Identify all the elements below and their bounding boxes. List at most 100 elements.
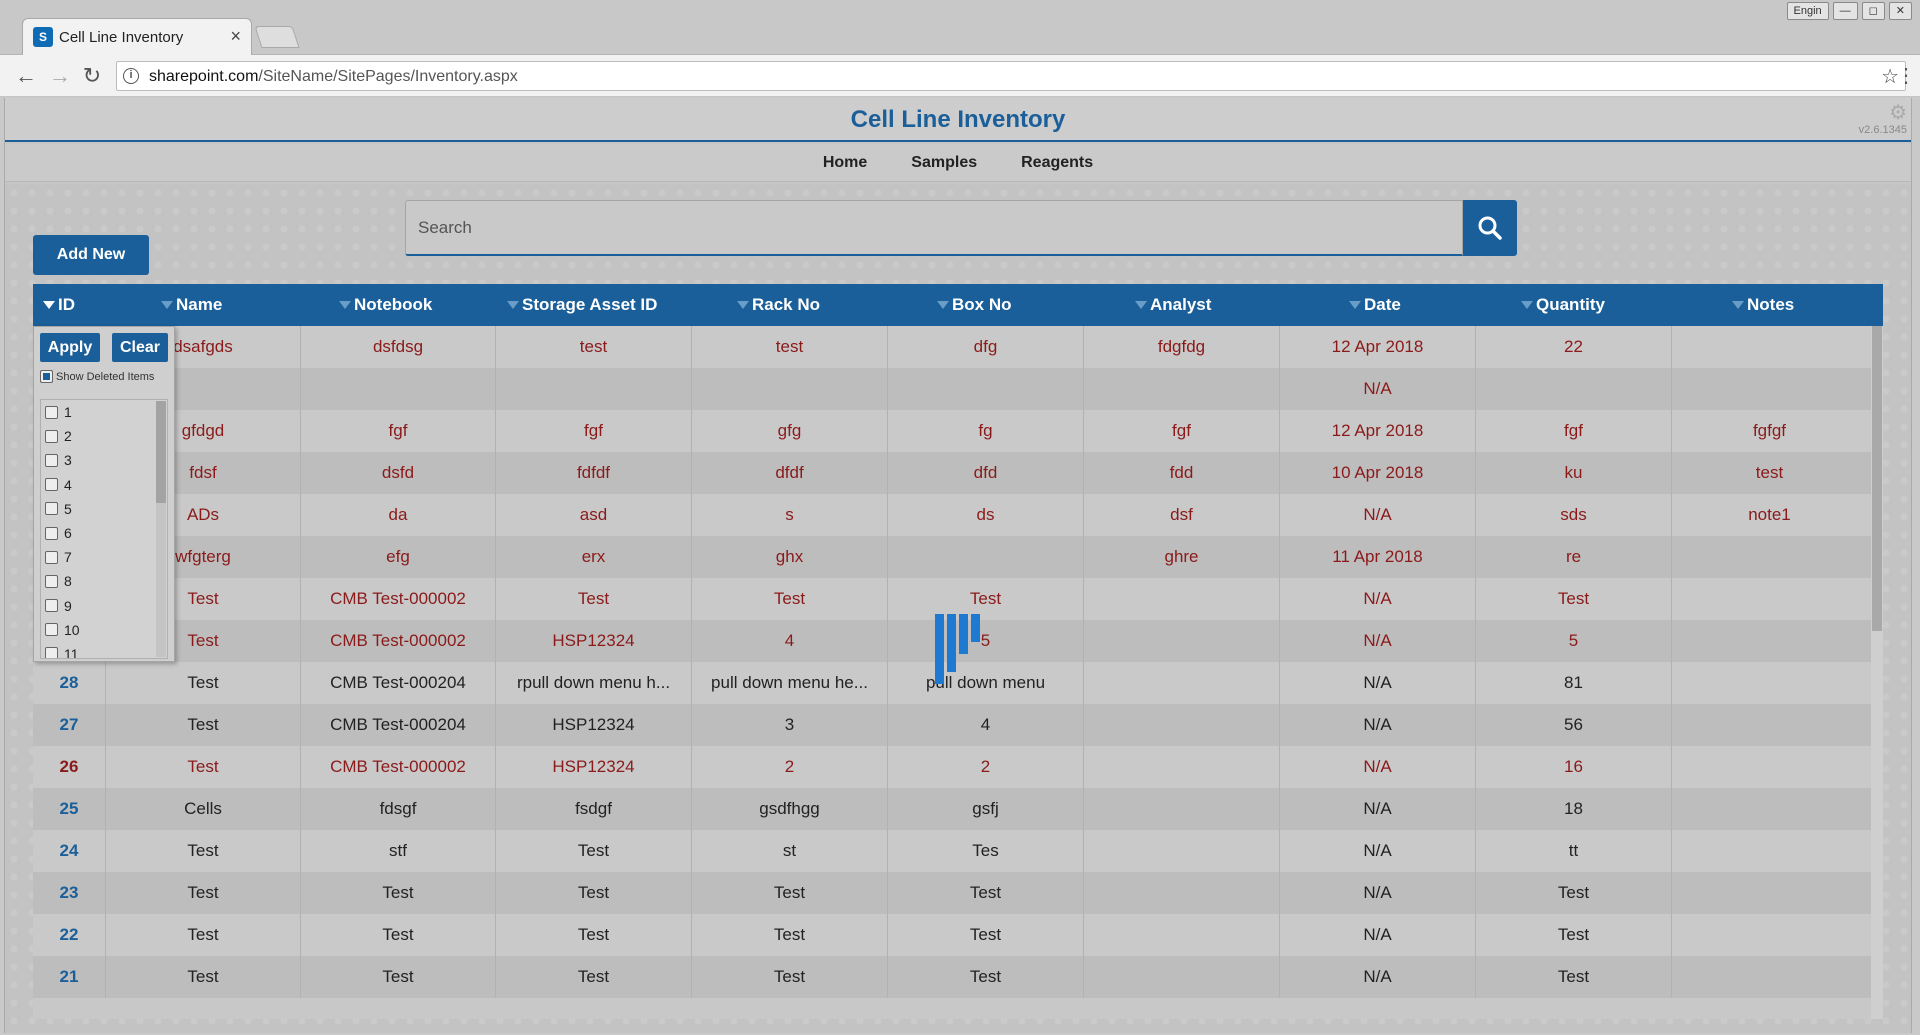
table-row[interactable]: dsafgds dsfdsg test test dfg fdgfdg 12 Apr 201… bbox=[33, 326, 1871, 368]
column-header-id[interactable]: ID bbox=[43, 284, 75, 326]
table-row[interactable]: 24 Test stf Test st Tes N/A tt bbox=[33, 830, 1871, 872]
id-filter-checkbox[interactable] bbox=[45, 429, 58, 443]
column-header-label: Storage Asset ID bbox=[522, 295, 658, 314]
table-row[interactable]: 26 Test CMB Test-000002 HSP12324 2 2 N/A 16 bbox=[33, 746, 1871, 788]
cell-id[interactable]: 24 bbox=[59, 841, 79, 860]
show-deleted-toggle[interactable]: Show Deleted Items bbox=[40, 370, 154, 383]
browser-menu-icon[interactable]: ⋮ bbox=[1896, 65, 1916, 87]
profile-button[interactable]: Engin bbox=[1786, 2, 1829, 20]
id-filter-option[interactable]: 1 bbox=[41, 400, 167, 424]
cell-id[interactable]: 22 bbox=[59, 925, 79, 944]
id-filter-checkbox[interactable] bbox=[45, 599, 58, 613]
forward-arrow-icon[interactable]: → bbox=[49, 63, 71, 88]
close-window-icon[interactable]: ✕ bbox=[1888, 2, 1912, 20]
id-filter-option[interactable]: 6 bbox=[41, 521, 167, 545]
id-filter-option[interactable]: 11 bbox=[41, 642, 167, 658]
cell-id[interactable]: 26 bbox=[59, 757, 79, 776]
filter-icon[interactable] bbox=[1135, 301, 1147, 309]
id-filter-checkbox[interactable] bbox=[45, 526, 58, 540]
tab-close-icon[interactable]: × bbox=[230, 26, 241, 46]
show-deleted-checkbox[interactable] bbox=[40, 370, 53, 383]
back-arrow-icon[interactable]: ← bbox=[15, 63, 37, 88]
gear-icon[interactable]: ⚙ bbox=[1889, 102, 1907, 124]
cell-qty: Test bbox=[1475, 914, 1671, 956]
cell-rack: gsdfhgg bbox=[691, 788, 887, 830]
filter-icon[interactable] bbox=[161, 301, 173, 309]
reload-icon[interactable]: ↻ bbox=[82, 63, 102, 88]
id-filter-option[interactable]: 3 bbox=[41, 448, 167, 472]
add-new-button[interactable]: Add New bbox=[33, 235, 149, 275]
maximize-icon[interactable]: ◻ bbox=[1861, 2, 1885, 20]
table-row[interactable]: N/A bbox=[33, 368, 1871, 410]
column-header-notes[interactable]: Notes bbox=[1732, 284, 1794, 326]
column-header-quantity[interactable]: Quantity bbox=[1521, 284, 1605, 326]
table-scrollbar[interactable] bbox=[1871, 326, 1883, 1019]
table-row[interactable]: 21 Test Test Test Test Test N/A Test bbox=[33, 956, 1871, 998]
nav-reagents[interactable]: Reagents bbox=[1021, 154, 1094, 171]
cell-rack: ghx bbox=[691, 536, 887, 578]
id-filter-option[interactable]: 10 bbox=[41, 618, 167, 642]
address-bar[interactable]: i sharepoint.com/SiteName/SitePages/Inve… bbox=[116, 61, 1906, 91]
id-filter-checkbox[interactable] bbox=[45, 647, 58, 658]
table-row[interactable]: 25 Cells fdsgf fsdgf gsdfhgg gsfj N/A 18 bbox=[33, 788, 1871, 830]
id-filter-option[interactable]: 7 bbox=[41, 545, 167, 569]
filter-icon[interactable] bbox=[1521, 301, 1533, 309]
browser-tab[interactable]: S Cell Line Inventory × bbox=[22, 18, 252, 55]
filter-icon[interactable] bbox=[937, 301, 949, 309]
id-filter-option[interactable]: 5 bbox=[41, 497, 167, 521]
id-filter-checkbox[interactable] bbox=[45, 623, 58, 637]
id-filter-option[interactable]: 9 bbox=[41, 594, 167, 618]
filter-icon[interactable] bbox=[1732, 301, 1744, 309]
column-header-label: ID bbox=[58, 295, 75, 314]
id-filter-option[interactable]: 2 bbox=[41, 424, 167, 448]
id-filter-checkbox[interactable] bbox=[45, 502, 58, 516]
column-header-storage-asset-id[interactable]: Storage Asset ID bbox=[507, 284, 657, 326]
cell-id[interactable]: 27 bbox=[59, 715, 79, 734]
column-header-box-no[interactable]: Box No bbox=[937, 284, 1012, 326]
id-filter-checkbox[interactable] bbox=[45, 574, 58, 588]
search-button[interactable] bbox=[1463, 200, 1517, 256]
column-header-notebook[interactable]: Notebook bbox=[339, 284, 432, 326]
cell-id[interactable]: 25 bbox=[59, 799, 79, 818]
cell-id[interactable]: 28 bbox=[59, 673, 79, 692]
table-scrollbar-thumb[interactable] bbox=[1872, 326, 1882, 631]
id-filter-option[interactable]: 4 bbox=[41, 473, 167, 497]
id-list-scrollbar-thumb[interactable] bbox=[156, 401, 166, 503]
info-icon[interactable]: i bbox=[123, 68, 139, 84]
cell-id[interactable]: 21 bbox=[59, 967, 79, 986]
clear-filter-button[interactable]: Clear bbox=[112, 333, 168, 362]
filter-icon[interactable] bbox=[43, 301, 55, 309]
column-header-name[interactable]: Name bbox=[161, 284, 222, 326]
id-filter-checkbox[interactable] bbox=[45, 550, 58, 564]
table-row[interactable]: ADs da asd s ds dsf N/A sds note1 bbox=[33, 494, 1871, 536]
apply-filter-button[interactable]: Apply bbox=[40, 333, 100, 362]
cell-id[interactable]: 23 bbox=[59, 883, 79, 902]
table-row[interactable]: Test CMB Test-000002 Test Test Test N/A Test bbox=[33, 578, 1871, 620]
filter-icon[interactable] bbox=[507, 301, 519, 309]
table-row[interactable]: 22 Test Test Test Test Test N/A Test bbox=[33, 914, 1871, 956]
table-row[interactable]: 27 Test CMB Test-000204 HSP12324 3 4 N/A 56 bbox=[33, 704, 1871, 746]
filter-icon[interactable] bbox=[339, 301, 351, 309]
table-row[interactable]: wfgterg efg erx ghx ghre 11 Apr 2018 re bbox=[33, 536, 1871, 578]
column-header-rack-no[interactable]: Rack No bbox=[737, 284, 820, 326]
id-filter-checkbox[interactable] bbox=[45, 478, 58, 492]
id-list-scrollbar[interactable] bbox=[156, 401, 166, 657]
id-filter-checkbox[interactable] bbox=[45, 405, 58, 419]
table-row[interactable]: 23 Test Test Test Test Test N/A Test bbox=[33, 872, 1871, 914]
id-filter-option[interactable]: 8 bbox=[41, 569, 167, 593]
id-filter-checkbox[interactable] bbox=[45, 453, 58, 467]
column-header-analyst[interactable]: Analyst bbox=[1135, 284, 1211, 326]
table-row[interactable]: gfdgd fgf fgf gfg fg fgf 12 Apr 2018 fgf fgfgf bbox=[33, 410, 1871, 452]
search-input[interactable] bbox=[406, 201, 1462, 254]
filter-icon[interactable] bbox=[1349, 301, 1361, 309]
filter-icon[interactable] bbox=[737, 301, 749, 309]
nav-home[interactable]: Home bbox=[822, 154, 868, 171]
table-row[interactable]: fdsf dsfd fdfdf dfdf dfd fdd 10 Apr 2018 ku test bbox=[33, 452, 1871, 494]
new-tab-button[interactable] bbox=[254, 26, 300, 48]
minimize-icon[interactable]: — bbox=[1832, 2, 1858, 20]
bookmark-star-icon[interactable]: ☆ bbox=[1881, 66, 1899, 88]
column-header-date[interactable]: Date bbox=[1349, 284, 1401, 326]
cell-asset: Test bbox=[495, 830, 691, 872]
nav-samples[interactable]: Samples bbox=[911, 154, 978, 171]
cell-notebook: CMB Test-000204 bbox=[300, 662, 495, 704]
